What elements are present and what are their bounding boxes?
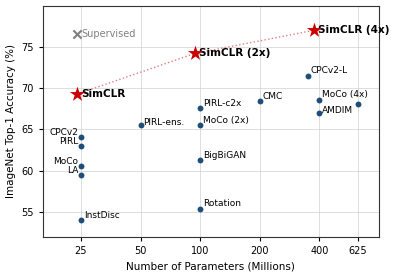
Point [78, 218, 84, 222]
Text: AMDIM: AMDIM [322, 106, 353, 116]
Text: CPCv2-L: CPCv2-L [310, 66, 348, 76]
Y-axis label: ImageNet Top-1 Accuracy (%): ImageNet Top-1 Accuracy (%) [6, 44, 16, 198]
Text: LA: LA [67, 166, 78, 175]
Text: Rotation: Rotation [203, 199, 241, 209]
Point [74, 32, 81, 37]
Point [78, 173, 84, 177]
Point [78, 135, 84, 139]
Point [192, 51, 198, 56]
Text: SimCLR (4x): SimCLR (4x) [318, 25, 389, 35]
Text: SimCLR: SimCLR [82, 89, 126, 99]
Text: PIRL-c2x: PIRL-c2x [203, 99, 241, 108]
Point [304, 74, 311, 78]
Point [78, 144, 84, 148]
Text: InstDisc: InstDisc [84, 211, 120, 220]
Point [197, 158, 203, 162]
Point [78, 164, 84, 168]
Point [316, 111, 322, 115]
Point [310, 28, 317, 33]
X-axis label: Number of Parameters (Millions): Number of Parameters (Millions) [126, 261, 295, 271]
Point [197, 207, 203, 211]
Text: CMC: CMC [262, 92, 283, 101]
Text: SimCLR (2x): SimCLR (2x) [199, 48, 270, 58]
Text: MoCo (2x): MoCo (2x) [203, 116, 249, 125]
Text: PIRL-ens.: PIRL-ens. [143, 118, 184, 127]
Text: MoCo (4x): MoCo (4x) [322, 91, 368, 99]
Text: PIRL: PIRL [59, 137, 78, 146]
Point [256, 99, 263, 104]
Point [197, 123, 203, 127]
Point [354, 102, 361, 106]
Text: MoCo: MoCo [53, 157, 78, 166]
Point [137, 122, 144, 127]
Text: CPCv2: CPCv2 [49, 128, 78, 137]
Point [197, 106, 203, 110]
Text: BigBiGAN: BigBiGAN [203, 151, 246, 160]
Text: Supervised: Supervised [82, 29, 136, 39]
Point [74, 92, 81, 96]
Point [316, 98, 322, 102]
